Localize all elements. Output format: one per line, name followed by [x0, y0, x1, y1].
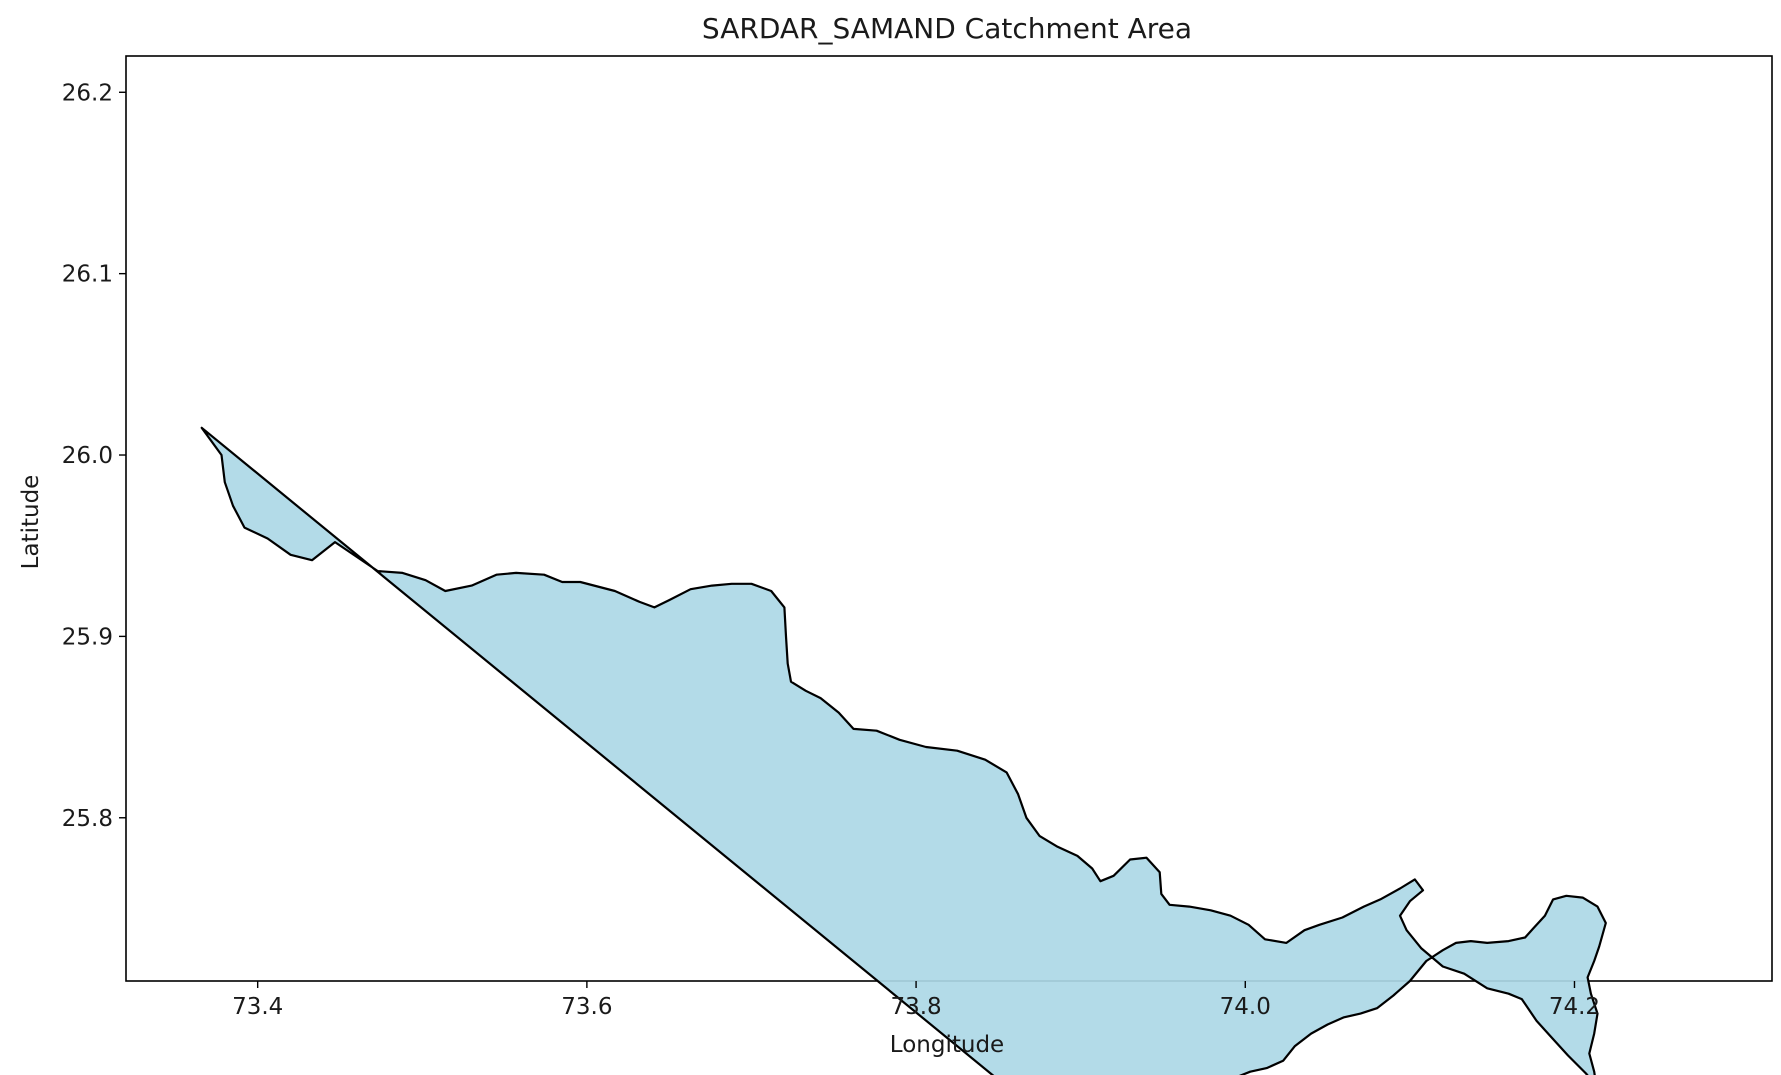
y-tick-label: 26.1 — [62, 262, 113, 288]
x-tick-label: 73.8 — [890, 994, 941, 1020]
y-tick-label: 25.9 — [62, 624, 113, 650]
x-tick-label: 74.0 — [1220, 994, 1271, 1020]
catchment-boundary-polygon — [200, 426, 1607, 1075]
x-axis-label: Longitude — [890, 1032, 1004, 1058]
map-title: SARDAR_SAMAND Catchment Area — [702, 12, 1192, 45]
y-tick-label: 26.2 — [62, 80, 113, 106]
x-tick-label: 73.4 — [232, 994, 283, 1020]
x-tick-label: 73.6 — [561, 994, 612, 1020]
x-axis-ticks: 73.4 73.6 73.8 74.0 74.2 — [232, 981, 1600, 1020]
y-axis-label: Latitude — [18, 475, 44, 570]
y-tick-label: 26.0 — [62, 443, 113, 469]
x-tick-label: 74.2 — [1549, 994, 1600, 1020]
y-tick-label: 25.8 — [62, 806, 113, 832]
y-axis-ticks: 25.8 25.9 26.0 26.1 26.2 — [62, 80, 126, 832]
catchment-layer — [200, 426, 1607, 1075]
